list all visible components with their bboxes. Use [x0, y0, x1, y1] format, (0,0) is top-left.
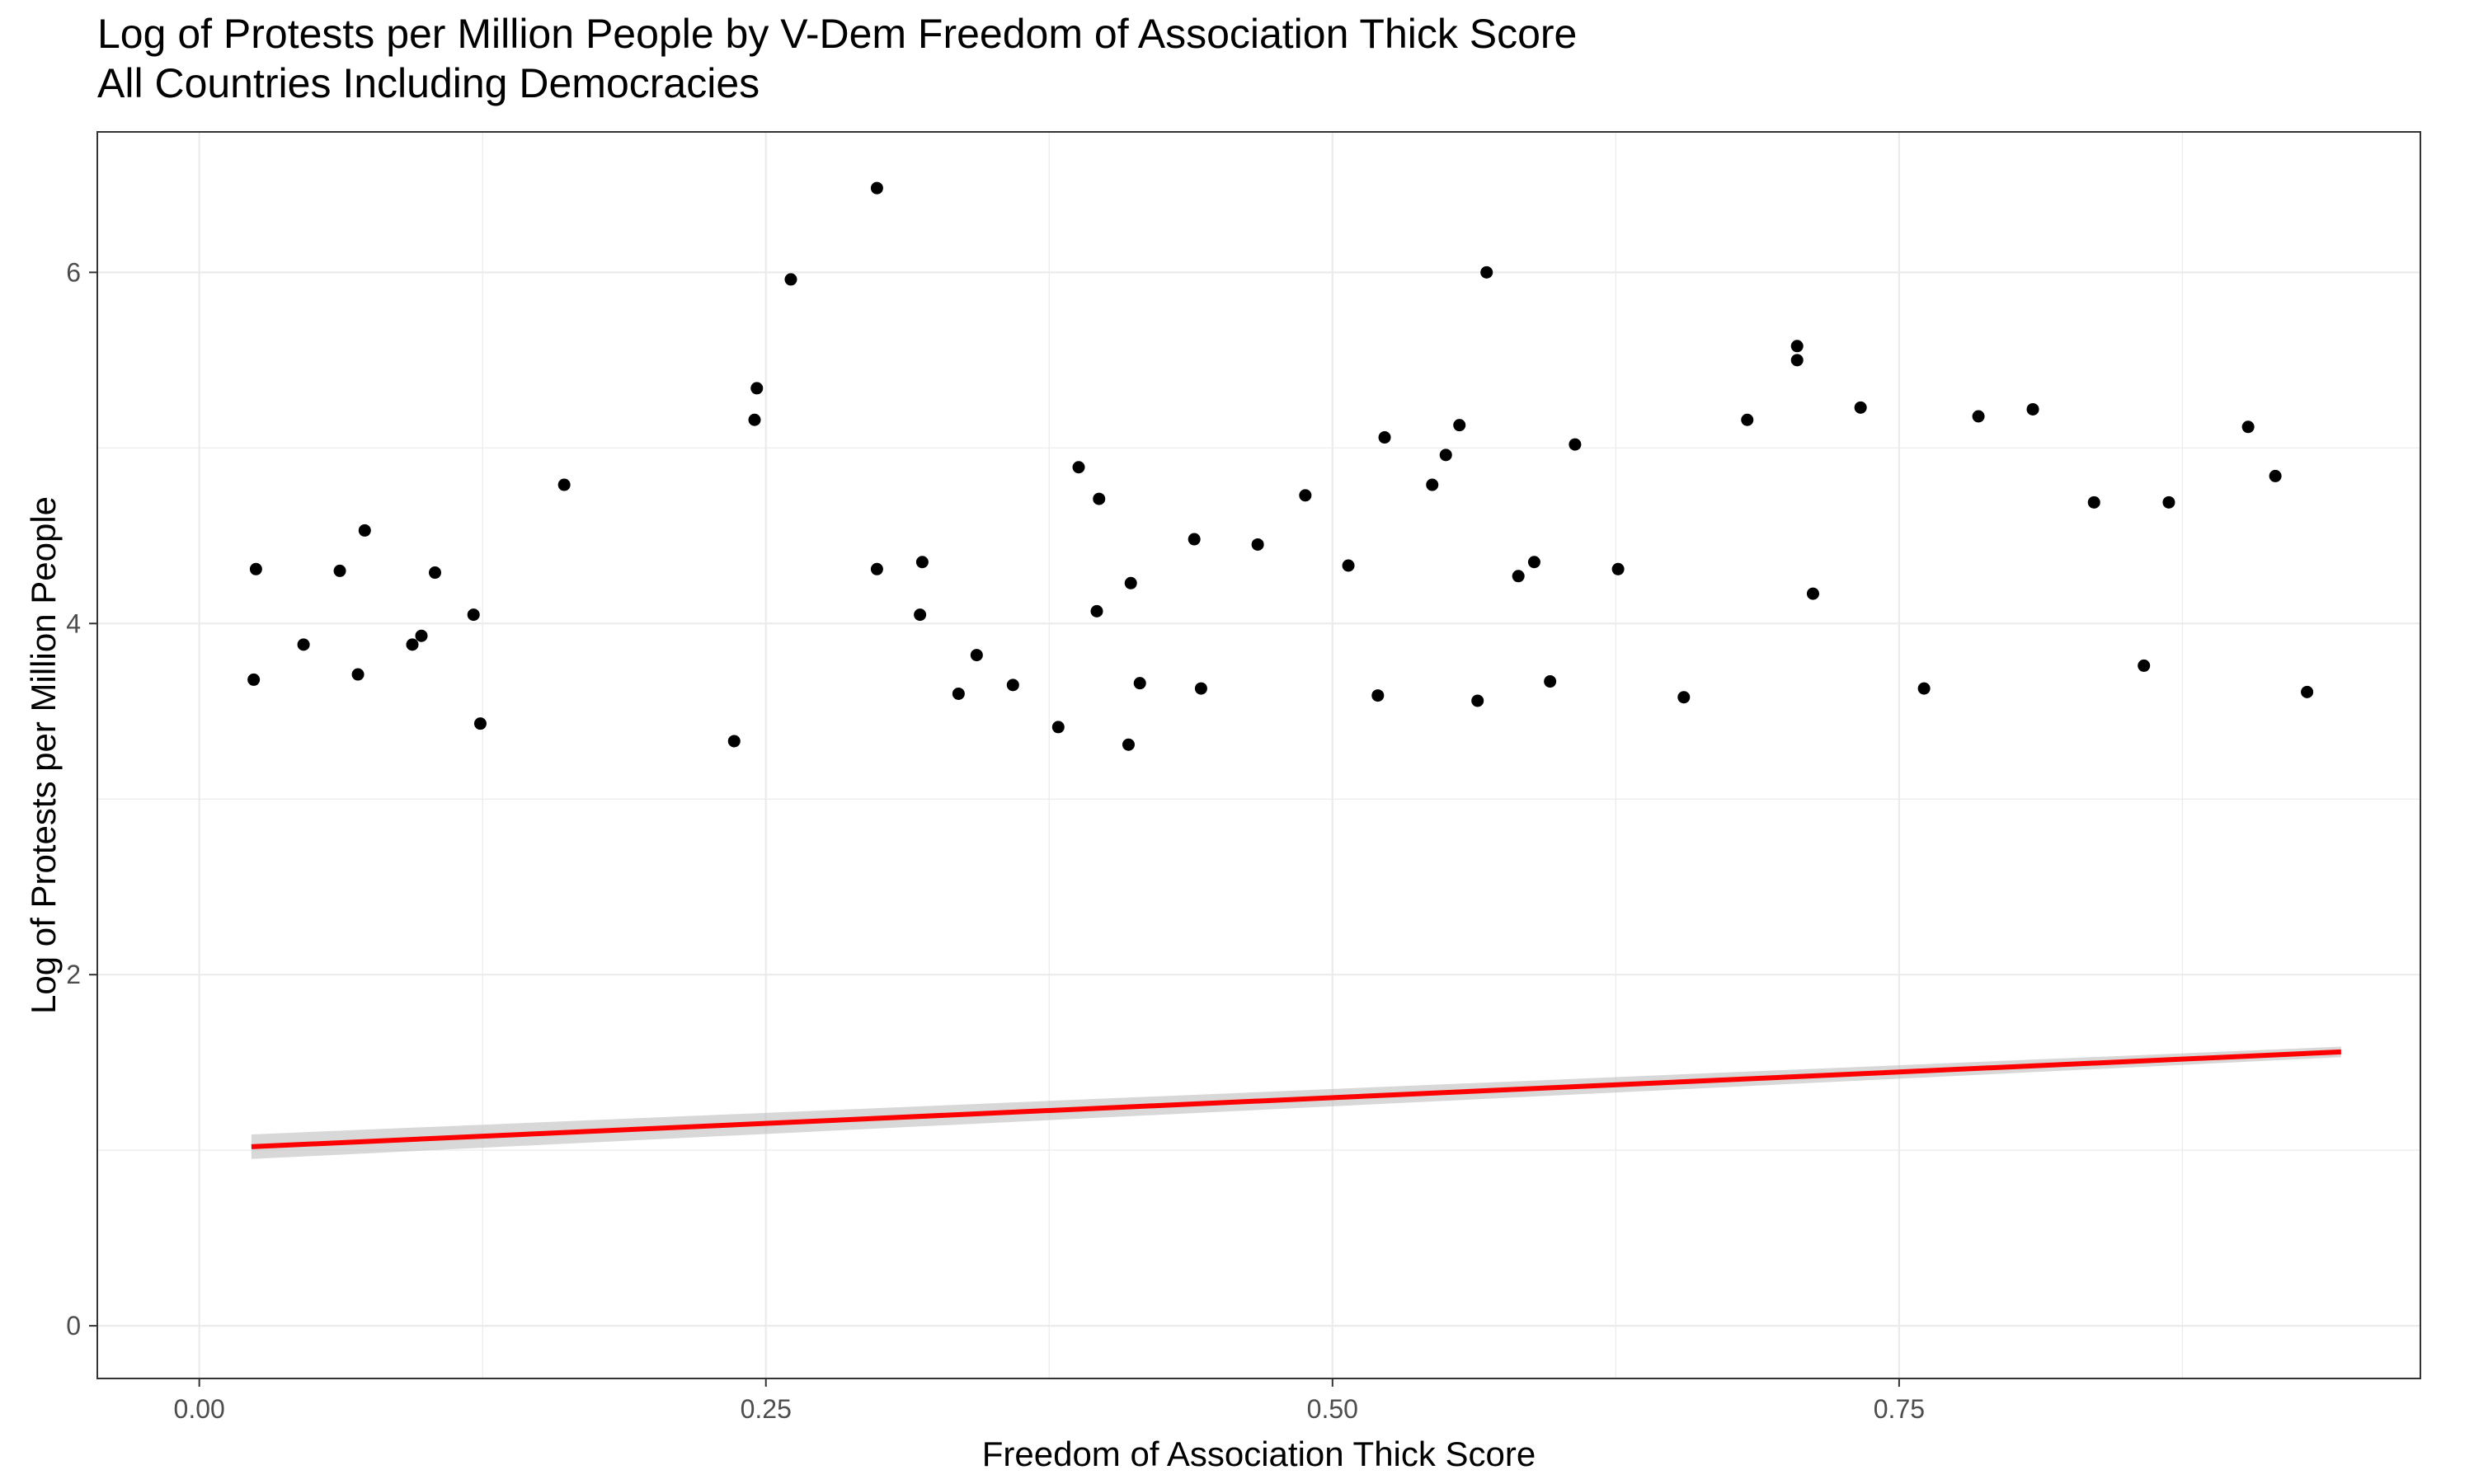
axis-ticks: 0.00 0.25 0.50 0.75 0 2 4 6: [66, 257, 1925, 1424]
data-point: [1378, 431, 1391, 444]
data-point: [952, 687, 965, 700]
trend-line-layer: [251, 1049, 2341, 1149]
data-point: [358, 524, 371, 537]
data-point: [415, 629, 428, 642]
data-point: [247, 673, 261, 686]
data-point: [1611, 562, 1625, 575]
data-point: [1090, 604, 1103, 618]
data-point: [406, 638, 419, 651]
data-point: [915, 556, 929, 569]
data-point: [1790, 340, 1804, 353]
data-point: [1790, 354, 1804, 367]
y-axis-label: Log of Protests per Million People: [24, 496, 63, 1014]
data-point: [2087, 495, 2100, 509]
data-point: [1093, 492, 1106, 505]
data-point: [970, 649, 983, 662]
data-point: [1972, 410, 1985, 423]
data-point: [1439, 448, 1452, 462]
data-point: [1677, 691, 1691, 704]
y-tick-label: 6: [66, 257, 81, 287]
data-point: [1806, 587, 1819, 600]
data-point: [1051, 721, 1065, 734]
data-point: [1188, 533, 1201, 546]
data-point: [473, 717, 487, 730]
data-point: [750, 382, 764, 395]
data-point: [351, 668, 365, 681]
data-point: [2138, 659, 2151, 672]
data-point: [1299, 489, 1312, 502]
data-point: [1527, 556, 1540, 569]
data-point: [1512, 570, 1525, 583]
data-point: [1133, 677, 1146, 690]
chart-subtitle: All Countries Including Democracies: [97, 60, 760, 106]
y-tick-label: 2: [66, 960, 81, 989]
confidence-band-area: [251, 1046, 2341, 1159]
data-point: [467, 608, 480, 622]
y-tick-label: 4: [66, 608, 81, 638]
data-point: [1251, 538, 1264, 551]
data-point: [2241, 420, 2255, 434]
data-point: [2269, 469, 2282, 482]
data-point: [1194, 682, 1207, 695]
data-point: [1569, 438, 1582, 451]
data-point: [1371, 689, 1385, 702]
data-point: [870, 181, 883, 195]
data-point: [1342, 559, 1355, 572]
data-point: [557, 478, 571, 491]
x-tick-label: 0.25: [741, 1394, 792, 1424]
data-point: [2026, 402, 2039, 416]
data-point: [2162, 495, 2175, 509]
data-point: [428, 566, 441, 580]
x-axis-label: Freedom of Association Thick Score: [982, 1435, 1536, 1473]
data-point: [870, 562, 883, 575]
data-point: [1453, 419, 1466, 432]
x-tick-label: 0.75: [1874, 1394, 1925, 1424]
data-point: [1006, 679, 1019, 692]
x-tick-label: 0.50: [1307, 1394, 1358, 1424]
data-point: [727, 735, 741, 748]
confidence-band: [251, 1046, 2341, 1159]
data-point: [1480, 265, 1493, 279]
data-point: [1854, 401, 1867, 414]
data-point: [748, 413, 761, 426]
data-point: [784, 273, 797, 286]
data-point: [1917, 682, 1931, 695]
chart-title: Log of Protests per Million People by V-…: [97, 11, 1577, 57]
data-point: [1072, 461, 1085, 474]
data-points: [247, 181, 2314, 751]
grid: [97, 132, 2420, 1378]
data-point: [1426, 478, 1439, 491]
data-point: [1124, 576, 1137, 589]
data-point: [914, 608, 927, 622]
data-point: [2301, 685, 2314, 698]
data-point: [297, 638, 310, 651]
panel-border: [96, 131, 2421, 1379]
data-point: [249, 562, 262, 575]
data-point: [1741, 413, 1754, 426]
data-point: [333, 564, 346, 577]
trend-line: [251, 1049, 2341, 1149]
data-point: [1544, 675, 1557, 688]
x-tick-label: 0.00: [174, 1394, 225, 1424]
data-point: [1471, 694, 1484, 707]
data-point: [1122, 738, 1135, 751]
y-tick-label: 0: [66, 1311, 81, 1341]
